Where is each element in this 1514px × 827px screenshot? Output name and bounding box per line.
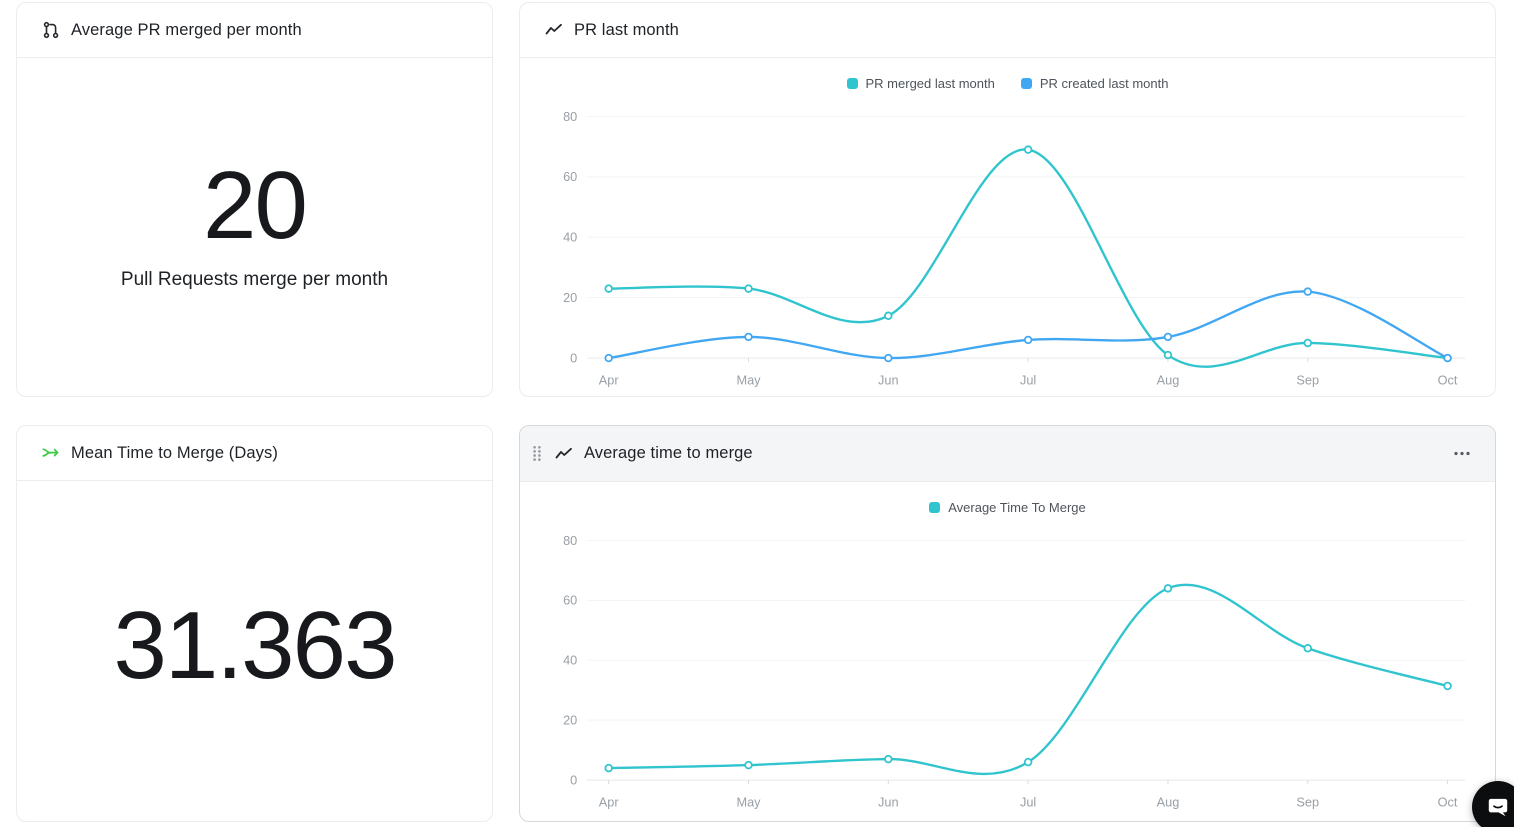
pull-request-icon — [41, 20, 61, 40]
intercom-chat-button[interactable] — [1472, 781, 1514, 827]
svg-text:80: 80 — [563, 533, 577, 548]
svg-text:40: 40 — [563, 230, 577, 245]
avg-pr-merged-body: 20 Pull Requests merge per month — [17, 58, 492, 396]
svg-text:Oct: Oct — [1438, 795, 1458, 810]
svg-text:Sep: Sep — [1296, 373, 1319, 388]
legend-label: PR merged last month — [865, 75, 995, 91]
pr-last-month-chart: 0 20 40 60 80 Apr May Jun Jul Aug Sep Oct — [563, 109, 1466, 388]
trend-line-icon — [544, 20, 564, 40]
merge-arrow-icon — [41, 443, 61, 463]
card-pr-last-month: PR last month PR merged last month PR cre… — [519, 2, 1496, 397]
card-title-pr-last-month: PR last month — [574, 20, 679, 39]
card-avg-time-to-merge: Average time to merge Average Time To Me… — [519, 425, 1496, 822]
card-title-avg-pr-merged: Average PR merged per month — [71, 20, 302, 39]
avg-time-legend: Average Time To Merge — [536, 496, 1479, 518]
card-mean-time-header: Mean Time to Merge (Days) — [17, 426, 492, 481]
card-title-avg-time: Average time to merge — [584, 444, 753, 462]
svg-text:Jul: Jul — [1020, 795, 1036, 810]
svg-text:Jun: Jun — [878, 795, 899, 810]
legend-swatch-icon — [846, 77, 858, 89]
legend-label: Average Time To Merge — [948, 499, 1086, 515]
ellipsis-menu-button[interactable] — [1449, 447, 1475, 460]
legend-item[interactable]: PR created last month — [1020, 75, 1169, 91]
drag-handle-icon[interactable] — [530, 443, 544, 464]
svg-text:Jun: Jun — [878, 373, 899, 388]
avg-time-chart: 0 20 40 60 80 Apr May Jun Jul Aug Sep Oct — [563, 533, 1466, 810]
card-avg-pr-merged-header: Average PR merged per month — [17, 3, 492, 58]
svg-text:0: 0 — [570, 350, 577, 365]
legend-label: PR created last month — [1039, 75, 1169, 91]
legend-item[interactable]: PR merged last month — [846, 75, 995, 91]
svg-text:Jul: Jul — [1020, 373, 1036, 388]
trend-line-icon — [554, 444, 574, 464]
card-mean-time-to-merge: Mean Time to Merge (Days) 31.363 — [16, 425, 493, 822]
svg-text:60: 60 — [563, 593, 577, 608]
svg-text:20: 20 — [563, 713, 577, 728]
avg-time-chart-area: Average Time To Merge 0 20 40 60 80 Apr May Jun… — [520, 482, 1495, 821]
mean-time-value: 31.363 — [113, 592, 397, 700]
svg-text:Aug: Aug — [1157, 795, 1180, 810]
svg-text:Oct: Oct — [1438, 373, 1458, 388]
avg-pr-merged-value: 20 — [203, 152, 308, 260]
card-pr-last-month-header: PR last month — [520, 3, 1495, 58]
card-avg-time-header[interactable]: Average time to merge — [520, 426, 1495, 482]
dashboard-grid: Average PR merged per month 20 Pull Requ… — [16, 2, 1498, 822]
svg-text:Apr: Apr — [599, 795, 620, 810]
svg-text:20: 20 — [563, 290, 577, 305]
svg-text:60: 60 — [563, 169, 577, 184]
svg-text:80: 80 — [563, 109, 577, 124]
svg-text:40: 40 — [563, 653, 577, 668]
avg-pr-merged-subtitle: Pull Requests merge per month — [120, 268, 389, 290]
svg-text:May: May — [736, 373, 761, 388]
svg-text:Apr: Apr — [599, 373, 620, 388]
legend-swatch-icon — [929, 501, 941, 513]
mean-time-body: 31.363 — [17, 481, 492, 821]
legend-item[interactable]: Average Time To Merge — [929, 500, 1086, 515]
card-title-mean-time: Mean Time to Merge (Days) — [71, 443, 278, 462]
svg-text:0: 0 — [570, 773, 577, 788]
pr-last-month-legend: PR merged last month PR created last mont… — [536, 72, 1479, 94]
card-avg-pr-merged: Average PR merged per month 20 Pull Requ… — [16, 2, 493, 397]
svg-text:Sep: Sep — [1296, 795, 1319, 810]
legend-swatch-icon — [1020, 77, 1032, 89]
svg-text:Aug: Aug — [1157, 373, 1180, 388]
svg-text:May: May — [736, 795, 761, 810]
pr-last-month-chart-area: PR merged last month PR created last mont… — [520, 58, 1495, 396]
